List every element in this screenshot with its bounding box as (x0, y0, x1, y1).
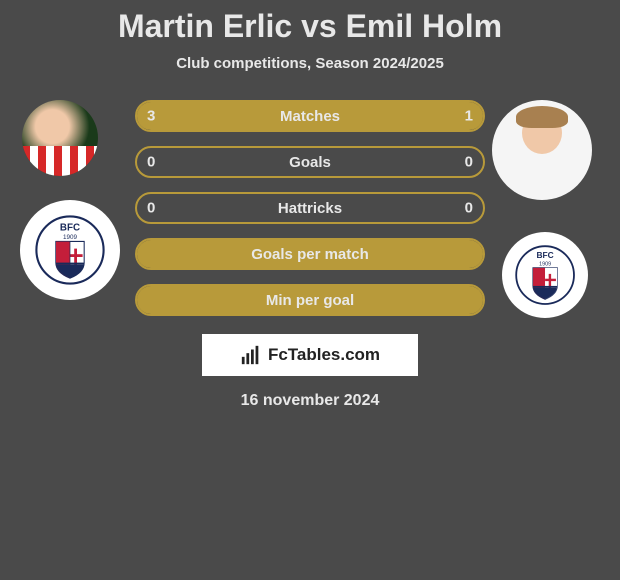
svg-text:BFC: BFC (60, 222, 80, 233)
player1-club-badge: BFC 1909 (20, 200, 120, 300)
comparison-card: Martin Erlic vs Emil Holm Club competiti… (0, 0, 620, 410)
stat-bar: Goals per match (135, 238, 485, 270)
player2-club-badge: BFC 1909 (502, 232, 588, 318)
chart-icon (240, 344, 262, 366)
stat-label: Min per goal (266, 292, 354, 309)
player2-avatar (492, 100, 592, 200)
stat-value-right: 0 (465, 200, 473, 217)
svg-text:1909: 1909 (539, 261, 551, 267)
stat-bar: Min per goal (135, 284, 485, 316)
brand-box: FcTables.com (202, 334, 418, 376)
stat-bar: 3 1 Matches (135, 100, 485, 132)
svg-text:BFC: BFC (536, 250, 553, 260)
bologna-crest-icon: BFC 1909 (35, 215, 105, 285)
player2-name: Emil Holm (346, 8, 502, 44)
stat-bars: 3 1 Matches 0 0 Goals 0 0 Hattricks Goals per mat… (135, 100, 485, 316)
player1-name: Martin Erlic (118, 8, 292, 44)
stat-value-left: 3 (147, 108, 155, 125)
comparison-title: Martin Erlic vs Emil Holm (0, 8, 620, 45)
bologna-crest-icon: BFC 1909 (515, 245, 575, 305)
stat-label: Goals (289, 154, 331, 171)
brand-text: FcTables.com (268, 345, 380, 365)
stat-bar: 0 0 Goals (135, 146, 485, 178)
stat-label: Goals per match (251, 246, 369, 263)
stat-value-right: 1 (465, 108, 473, 125)
stat-value-left: 0 (147, 200, 155, 217)
stat-bar: 0 0 Hattricks (135, 192, 485, 224)
date-label: 16 november 2024 (0, 392, 620, 410)
stat-value-right: 0 (465, 154, 473, 171)
player1-avatar (22, 100, 98, 176)
stat-label: Matches (280, 108, 340, 125)
stat-value-left: 0 (147, 154, 155, 171)
stat-label: Hattricks (278, 200, 342, 217)
subtitle: Club competitions, Season 2024/2025 (0, 55, 620, 72)
svg-text:1909: 1909 (63, 234, 78, 241)
stats-area: BFC 1909 BFC 1909 (0, 100, 620, 410)
vs-label: vs (301, 8, 337, 44)
